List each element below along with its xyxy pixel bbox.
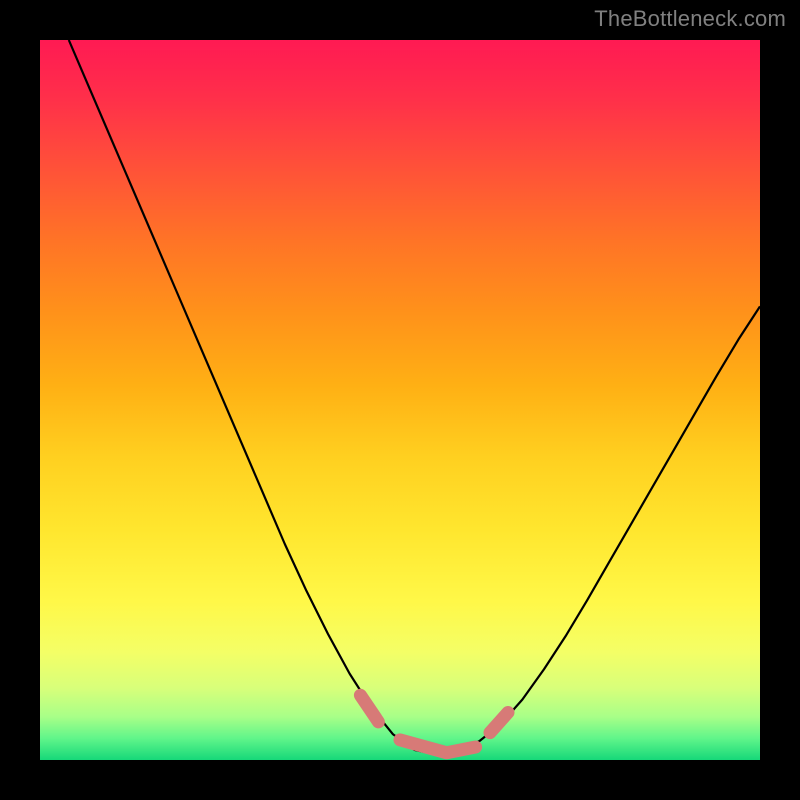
- chart-container: TheBottleneck.com: [0, 0, 800, 800]
- gradient-background: [40, 40, 760, 760]
- bottleneck-curve-chart: [0, 0, 800, 800]
